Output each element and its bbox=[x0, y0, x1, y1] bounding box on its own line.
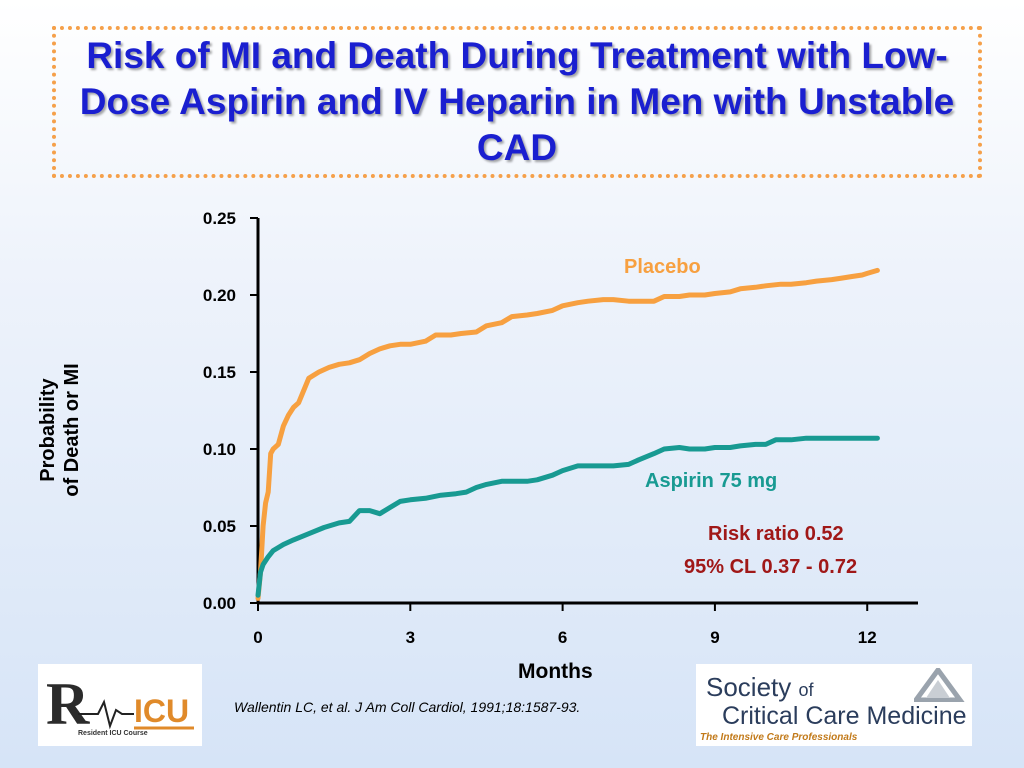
sccm-line1: Society of bbox=[706, 672, 814, 703]
sccm-society: Society bbox=[706, 672, 792, 702]
y-axis-label-line2: of Death or MI bbox=[61, 363, 83, 497]
ricu-logo-mark: R ICU bbox=[46, 671, 194, 737]
sccm-of: of bbox=[798, 680, 814, 700]
x-tick-label: 12 bbox=[858, 628, 877, 647]
sccm-tagline: The Intensive Care Professionals bbox=[700, 732, 858, 743]
sccm-triangle-icon bbox=[914, 668, 965, 702]
x-tick-label: 9 bbox=[710, 628, 719, 647]
x-tick-label: 0 bbox=[253, 628, 262, 647]
y-tick-label: 0.15 bbox=[203, 363, 236, 382]
citation: Wallentin LC, et al. J Am Coll Cardiol, … bbox=[234, 699, 581, 715]
ricu-logo: R ICU Resident ICU Course bbox=[38, 664, 202, 746]
series-line-1 bbox=[255, 435, 880, 598]
y-tick-label: 0.25 bbox=[203, 209, 236, 228]
y-tick-label: 0.00 bbox=[203, 594, 236, 613]
series-line-0 bbox=[255, 267, 880, 601]
svg-text:R: R bbox=[46, 671, 90, 737]
sccm-line2: Critical Care Medicine bbox=[722, 702, 967, 730]
slide-title: Risk of MI and Death During Treatment wi… bbox=[79, 35, 955, 168]
risk-ratio-annotation: Risk ratio 0.52 bbox=[708, 523, 844, 545]
svg-text:ICU: ICU bbox=[134, 693, 189, 729]
ricu-caption: Resident ICU Course bbox=[78, 730, 148, 737]
x-tick-label: 6 bbox=[558, 628, 567, 647]
y-tick-label: 0.20 bbox=[203, 286, 236, 305]
y-tick-label: 0.10 bbox=[203, 440, 236, 459]
confidence-limit-annotation: 95% CL 0.37 - 0.72 bbox=[684, 556, 858, 578]
y-tick-label: 0.05 bbox=[203, 517, 236, 536]
series-label-aspirin: Aspirin 75 mg bbox=[645, 470, 778, 492]
sccm-logo: Society of Critical Care Medicine The In… bbox=[696, 664, 972, 746]
series-label-placebo: Placebo bbox=[624, 256, 701, 278]
x-tick-label: 3 bbox=[406, 628, 415, 647]
y-axis-label-line1: Probability bbox=[37, 378, 59, 482]
title-box: Risk of MI and Death During Treatment wi… bbox=[52, 26, 982, 178]
x-axis-label: Months bbox=[518, 660, 593, 683]
y-axis-label: Probability of Death or MI bbox=[36, 350, 84, 510]
